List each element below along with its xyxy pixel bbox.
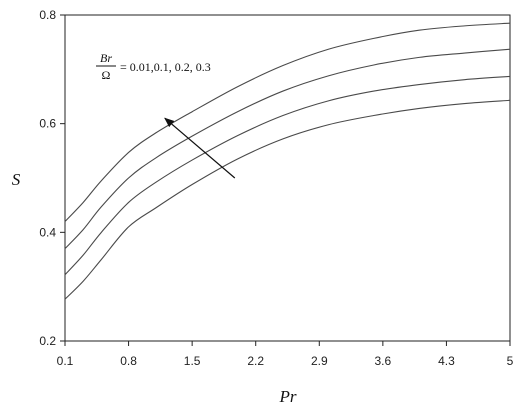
x-tick-label: 1.5 (184, 354, 201, 368)
x-axis-title: Pr (279, 387, 297, 406)
x-axis: 0.1 0.8 1.5 2.2 2.9 3.6 4.3 5 (57, 341, 514, 368)
x-tick-label: 3.6 (375, 354, 392, 368)
series-line-4 (64, 22, 511, 222)
series-line-3 (64, 48, 511, 250)
y-tick-label: 0.2 (39, 334, 56, 348)
y-tick-label: 0.6 (39, 117, 56, 131)
x-tick-label: 2.9 (311, 354, 328, 368)
x-tick-label: 2.2 (247, 354, 264, 368)
series-layer (64, 22, 511, 300)
x-tick-label: 5 (507, 354, 514, 368)
annotation-values: = 0.01,0.1, 0.2, 0.3 (120, 60, 211, 74)
x-tick-label: 0.1 (57, 354, 74, 368)
y-tick-label: 0.4 (39, 225, 56, 239)
series-line-1 (64, 99, 511, 300)
annotation-numerator: Br (100, 51, 112, 65)
plot-frame (64, 14, 511, 342)
y-axis-title: S (12, 170, 21, 189)
x-tick-label: 4.3 (438, 354, 455, 368)
x-tick-label: 0.8 (120, 354, 137, 368)
annotation: Br Ω = 0.01,0.1, 0.2, 0.3 (96, 51, 236, 179)
annotation-denominator: Ω (102, 68, 111, 82)
annotation-arrow (164, 117, 236, 179)
y-axis: 0.2 0.4 0.6 0.8 (39, 8, 65, 348)
y-tick-label: 0.8 (39, 8, 56, 22)
series-line-2 (64, 75, 511, 276)
